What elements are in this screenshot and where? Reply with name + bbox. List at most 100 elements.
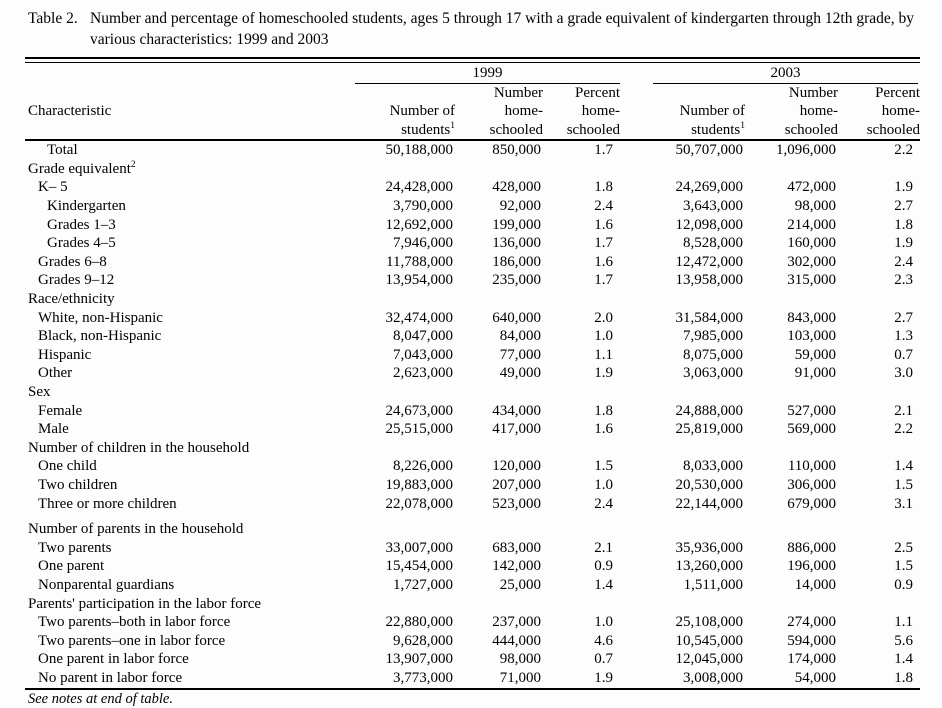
table-cell [838, 595, 920, 614]
table-title: Table 2. Number and percentage of homesc… [28, 8, 942, 50]
table-cell: 77,000 [499, 346, 541, 363]
table-cell: 0.9 [894, 576, 914, 593]
table-cell: 428,000 [492, 179, 541, 196]
table-cell: 3.0 [894, 365, 914, 382]
table-row: No parent in labor force 3,773,000 71,000 1… [25, 669, 920, 688]
table-cell: 1.9 [894, 179, 914, 196]
col-header-characteristic: Characteristic [25, 83, 330, 142]
gap-cell [620, 271, 650, 290]
table-cell [650, 290, 745, 309]
row-label: Two parents [38, 539, 112, 556]
table-cell: 2.1 [894, 402, 914, 419]
table-cell: 50,707,000 [675, 142, 744, 159]
row-label: Two parents–one in labor force [38, 632, 226, 649]
table-cell: 24,269,000 [675, 179, 744, 196]
table-cell: 24,888,000 [675, 402, 744, 419]
table-cell: 1.4 [594, 576, 614, 593]
table-cell: 9,628,000 [393, 632, 453, 649]
table-cell: 214,000 [787, 216, 837, 233]
table-cell [745, 383, 838, 402]
table-cell: 12,045,000 [675, 651, 744, 668]
table-cell: 207,000 [492, 476, 541, 493]
section-row: Grade equivalent2 [25, 160, 920, 179]
table-cell: 20,530,000 [675, 476, 744, 493]
gap-cell [620, 539, 650, 558]
year-group-2003: 2003 [650, 63, 920, 84]
table-cell: 306,000 [787, 476, 837, 493]
table-cell: 8,528,000 [683, 235, 744, 252]
table-cell [745, 290, 838, 309]
table-cell [543, 439, 620, 458]
table-row: Grades 1–3 12,692,000 199,000 1.6 12,098,000… [25, 216, 920, 235]
table-cell: 50,188,000 [385, 142, 454, 159]
table-cell: 472,000 [787, 179, 837, 196]
table-row: Kindergarten 3,790,000 92,000 2.4 3,643,000 9… [25, 197, 920, 216]
col-header-percent-homeschooled-2003: Percent home- schooled [838, 83, 921, 142]
gap-cell [620, 576, 650, 595]
table-cell: 1.6 [594, 253, 614, 270]
table-cell: 444,000 [492, 632, 541, 649]
column-gap [620, 63, 650, 84]
table-cell: 13,958,000 [675, 272, 744, 289]
row-label: K– 5 [38, 179, 68, 196]
table-cell: 92,000 [499, 198, 541, 215]
row-label: Parents' participation in the labor forc… [28, 595, 262, 612]
table-row: Female 24,673,000 434,000 1.8 24,888,000 527,… [25, 402, 920, 421]
table-cell: 274,000 [787, 614, 837, 631]
row-label: Two parents–both in labor force [38, 614, 231, 631]
col-header-percent-homeschooled-1999: Percent home- schooled [543, 83, 621, 142]
table-cell [543, 290, 620, 309]
row-label: Grades 4–5 [47, 235, 116, 252]
table-cell: 22,078,000 [385, 495, 454, 512]
table-header: 1999 2003 Characteristic Number of stude… [25, 63, 921, 142]
gap-cell [620, 309, 650, 328]
gap-cell [620, 439, 650, 458]
col-header-number-homeschooled-1999: Number home- schooled [455, 83, 543, 142]
table-cell [455, 383, 543, 402]
table-cell: 7,985,000 [683, 328, 744, 345]
table-row: One child 8,226,000 120,000 1.5 8,033,000 110… [25, 457, 920, 476]
table-cell [838, 160, 920, 179]
gap-cell [620, 346, 650, 365]
table-cell: 2.7 [894, 198, 914, 215]
table-cell: 196,000 [787, 558, 837, 575]
table-cell [455, 439, 543, 458]
table-cell: 174,000 [787, 651, 837, 668]
gap-cell [620, 234, 650, 253]
table-cell [650, 439, 745, 458]
table-cell: 434,000 [492, 402, 541, 419]
statistics-table: 1999 2003 Characteristic Number of stude… [25, 63, 921, 688]
table-cell: 5.6 [894, 632, 914, 649]
table-cell: 417,000 [492, 421, 541, 438]
table-cell: 12,692,000 [385, 216, 454, 233]
row-label: Grade equivalent2 [28, 159, 136, 177]
table-cell: 1.3 [894, 328, 914, 345]
table-cell: 3,063,000 [683, 365, 744, 382]
row-label: Grades 9–12 [38, 272, 115, 289]
col-header-students-1999: Number of students1 [330, 83, 455, 142]
table-row: Hispanic 7,043,000 77,000 1.1 8,075,000 59,00… [25, 346, 920, 365]
gap-cell [620, 290, 650, 309]
table-row: Black, non-Hispanic 8,047,000 84,000 1.0 7,9… [25, 327, 920, 346]
table-cell: 1.5 [594, 458, 614, 475]
table-cell [650, 595, 745, 614]
table-cell: 12,098,000 [675, 216, 744, 233]
gap-cell [620, 669, 650, 688]
table-row: Nonparental guardians 1,727,000 25,000 1.4 1… [25, 576, 920, 595]
table-row: Total 50,188,000 850,000 1.7 50,707,000 1,096… [25, 140, 920, 160]
footnote-marker-1: 1 [740, 120, 746, 131]
table-cell: 1.6 [594, 216, 614, 233]
table-cell [543, 160, 620, 179]
table-cell: 1.8 [594, 179, 614, 196]
table-cell: 3,773,000 [393, 669, 453, 686]
table-cell: 2.7 [894, 309, 914, 326]
table-row: K– 5 24,428,000 428,000 1.8 24,269,000 472,00… [25, 178, 920, 197]
table-row: Two parents–both in labor force 22,880,00… [25, 613, 920, 632]
table-row: White, non-Hispanic 32,474,000 640,000 2.0 3… [25, 309, 920, 328]
gap-cell [620, 495, 650, 514]
table-cell: 11,788,000 [386, 253, 453, 270]
table-cell: 1.7 [594, 272, 614, 289]
table-row: Two parents–one in labor force 9,628,000 4… [25, 632, 920, 651]
table-cell: 8,033,000 [683, 458, 744, 475]
table-cell: 24,673,000 [385, 402, 454, 419]
